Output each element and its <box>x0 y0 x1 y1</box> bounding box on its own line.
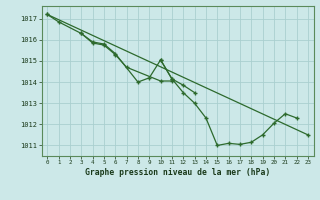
X-axis label: Graphe pression niveau de la mer (hPa): Graphe pression niveau de la mer (hPa) <box>85 168 270 177</box>
